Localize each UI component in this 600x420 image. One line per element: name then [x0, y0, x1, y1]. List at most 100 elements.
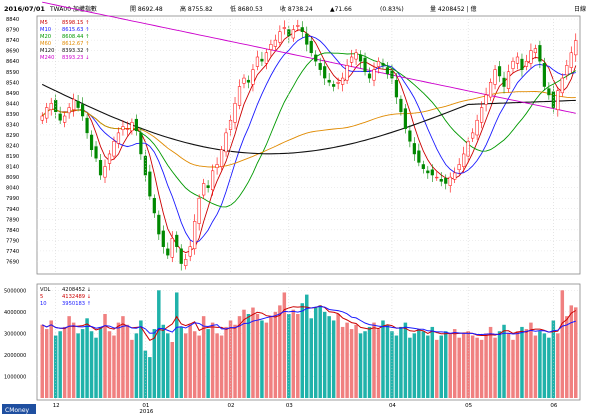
candle-body	[296, 25, 300, 27]
candle	[296, 19, 300, 32]
candle	[161, 225, 165, 254]
candle	[332, 80, 336, 92]
legend-name-m240: M240	[40, 55, 54, 61]
volume-legend: VOL 4208452 ↓ 5 4132489 ↓ 10 3950183 ↑	[40, 287, 91, 307]
candle	[385, 62, 390, 79]
volume-bar	[107, 331, 112, 398]
volume-bar	[273, 311, 278, 398]
volume-bar	[49, 320, 53, 398]
candle-body	[403, 108, 407, 129]
legend-name-m20: M20	[40, 34, 51, 40]
candle-body	[125, 128, 130, 130]
candle-body	[107, 153, 112, 164]
legend-value-m5: 8598.15 ↑	[62, 20, 89, 26]
candle-body	[381, 63, 385, 66]
candle-body	[98, 160, 103, 176]
volume-bar	[255, 314, 260, 398]
candle-body	[287, 29, 291, 37]
volume-bar	[336, 314, 340, 398]
volume-bar	[443, 331, 448, 398]
candle	[193, 214, 197, 255]
volume-bar	[305, 294, 309, 398]
volume-bar	[112, 335, 116, 398]
candle-body	[480, 107, 484, 123]
candle-body	[430, 169, 434, 176]
price-tick-label: 8440	[6, 101, 19, 107]
candle-body	[471, 132, 475, 139]
candle	[462, 146, 466, 173]
volume-bar	[439, 335, 444, 398]
volume-bar	[493, 337, 497, 398]
candlesticks	[40, 19, 578, 271]
volume-bar	[206, 329, 210, 398]
candle	[197, 194, 201, 231]
candle-body	[529, 50, 533, 64]
price-tick-label: 7740	[6, 249, 19, 255]
candle	[260, 51, 264, 67]
volume-bar	[309, 318, 313, 398]
volume-bar	[569, 305, 574, 398]
legend-name-m10: M10	[40, 27, 51, 33]
candle	[58, 106, 62, 125]
candle-body	[565, 65, 569, 76]
candle-body	[67, 107, 71, 114]
volume-bar	[282, 292, 287, 398]
candle-body	[349, 56, 354, 63]
candle-body	[94, 146, 98, 159]
volume-legend-name: 10	[40, 301, 47, 307]
candle-body	[202, 183, 206, 196]
candle-body	[417, 150, 421, 163]
candle	[497, 61, 502, 82]
legend-name-m120: M120	[40, 48, 54, 54]
candle-body	[358, 54, 363, 62]
period-label[interactable]: 日線	[574, 5, 586, 13]
candle-body	[193, 221, 197, 250]
price-tick-label: 8640	[6, 59, 19, 65]
volume-bar	[40, 324, 44, 398]
volume-bar	[533, 335, 538, 398]
candle	[228, 114, 233, 136]
candle-body	[211, 170, 215, 191]
candle	[394, 73, 399, 105]
volume-bar	[515, 331, 520, 398]
candle	[157, 210, 161, 240]
candle	[439, 172, 443, 187]
candle-body	[121, 126, 125, 130]
candle-body	[139, 132, 143, 155]
candle-body	[502, 77, 506, 87]
volume-bar	[210, 322, 215, 398]
price-tick-label: 7690	[6, 259, 19, 265]
candle	[547, 82, 551, 100]
volume-ma-line-10	[41, 305, 576, 336]
candle	[403, 104, 407, 134]
candle	[323, 60, 327, 86]
price-tick-label: 8790	[6, 28, 19, 34]
volume-bar	[89, 331, 94, 398]
header-date: 2016/07/01	[4, 5, 45, 13]
candle-body	[58, 113, 62, 121]
candle	[372, 62, 376, 87]
candle	[246, 75, 251, 89]
volume-bar	[479, 339, 484, 398]
candle	[574, 33, 578, 62]
header-item-3: 收 8738.24	[280, 5, 313, 13]
volume-bar	[408, 337, 412, 398]
candle-body	[363, 57, 367, 73]
volume-bar	[399, 326, 403, 398]
volume-bar	[435, 339, 439, 398]
volume-bar	[340, 326, 345, 398]
volume-bar	[174, 292, 179, 398]
volume-bar	[354, 324, 358, 398]
volume-bar	[139, 320, 143, 398]
candle-body	[444, 177, 448, 184]
volume-bar	[542, 333, 547, 398]
candle	[314, 50, 318, 67]
header-item-2: 低 8680.53	[230, 5, 263, 13]
candle	[471, 128, 475, 142]
volume-bar	[421, 331, 426, 398]
volume-bar	[98, 326, 103, 398]
month-tick-label: 01	[142, 403, 149, 409]
price-legend: M5 8598.15 ↑ M10 8615.63 ↑ M20 8608.44 ↑ M60 86…	[40, 20, 89, 61]
candle-body	[332, 84, 336, 87]
month-tick-label: 05	[465, 403, 472, 409]
